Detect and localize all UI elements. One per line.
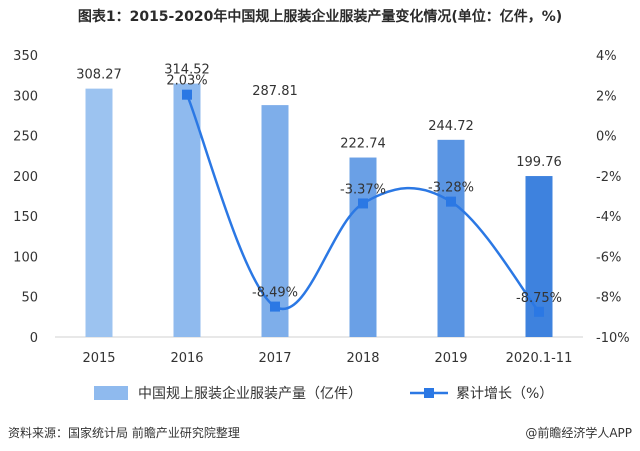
right-tick-label: 0% xyxy=(596,130,617,145)
bar xyxy=(437,139,465,337)
line-series xyxy=(182,89,544,317)
x-tick-label: 2018 xyxy=(346,351,379,366)
brand-note: @前瞻经济学人APP xyxy=(525,426,632,440)
bar-series xyxy=(85,83,553,338)
right-tick-label: -4% xyxy=(596,210,621,225)
left-tick-label: 300 xyxy=(13,89,38,104)
x-tick-label: 2015 xyxy=(82,351,115,366)
right-tick-label: -6% xyxy=(596,250,621,265)
line-marker xyxy=(534,306,544,317)
right-tick-label: 2% xyxy=(596,89,617,104)
x-tick-label: 2019 xyxy=(434,351,467,366)
right-tick-label: -2% xyxy=(596,170,621,185)
bar-value-label: 222.74 xyxy=(340,137,386,152)
x-tick-label: 2017 xyxy=(258,351,291,366)
left-tick-label: 50 xyxy=(21,291,38,306)
bar-value-label: 244.72 xyxy=(428,119,474,134)
x-tick-label: 2016 xyxy=(170,351,203,366)
chart-title: 图表1：2015-2020年中国规上服装企业服装产量变化情况(单位：亿件，%) xyxy=(77,9,563,25)
line-marker xyxy=(358,198,368,209)
bar-value-label: 199.76 xyxy=(516,155,562,170)
x-axis-labels: 2015 2016 2017 2018 2019 2020.1-11 xyxy=(82,351,572,366)
line-value-label: 2.03% xyxy=(166,74,207,89)
legend-line-label: 累计增长（%） xyxy=(456,386,553,402)
bar xyxy=(349,157,377,337)
right-tick-label: -8% xyxy=(596,291,621,306)
left-tick-label: 150 xyxy=(13,210,38,225)
line-marker xyxy=(182,89,192,100)
legend-bar-label: 中国规上服装企业服装产量（亿件） xyxy=(138,385,362,402)
line-marker xyxy=(446,196,456,207)
left-tick-label: 350 xyxy=(13,49,38,64)
growth-line xyxy=(185,94,540,313)
left-y-axis: 0 50 100 150 200 250 300 350 xyxy=(13,49,38,346)
left-tick-label: 0 xyxy=(30,331,38,346)
right-y-axis: -10% -8% -6% -4% -2% 0% 2% 4% xyxy=(596,49,630,346)
bar-value-labels: 308.27 314.52 287.81 222.74 244.72 199.76 xyxy=(76,63,562,170)
bar-value-label: 314.52 xyxy=(164,63,210,78)
bar xyxy=(85,88,113,337)
line-value-label: -3.37% xyxy=(340,182,386,197)
legend-bar-swatch xyxy=(94,386,128,400)
left-tick-label: 100 xyxy=(13,250,38,265)
legend: 中国规上服装企业服装产量（亿件） 累计增长（%） xyxy=(94,385,553,402)
bar-value-label: 308.27 xyxy=(76,68,122,83)
right-tick-label: 4% xyxy=(596,49,617,64)
legend-line-marker xyxy=(424,388,434,398)
line-value-labels: 2.03% -8.49% -3.37% -3.28% -8.75% xyxy=(166,74,562,306)
left-tick-label: 250 xyxy=(13,130,38,145)
right-tick-label: -10% xyxy=(596,331,630,346)
bar xyxy=(173,83,201,337)
line-marker xyxy=(270,301,280,312)
source-note: 资料来源：国家统计局 前瞻产业研究院整理 xyxy=(8,426,240,440)
line-value-label: -3.28% xyxy=(428,181,474,196)
bar-value-label: 287.81 xyxy=(252,84,298,99)
left-tick-label: 200 xyxy=(13,170,38,185)
x-tick-label: 2020.1-11 xyxy=(506,351,573,366)
line-value-label: -8.49% xyxy=(252,286,298,301)
line-value-label: -8.75% xyxy=(516,291,562,306)
